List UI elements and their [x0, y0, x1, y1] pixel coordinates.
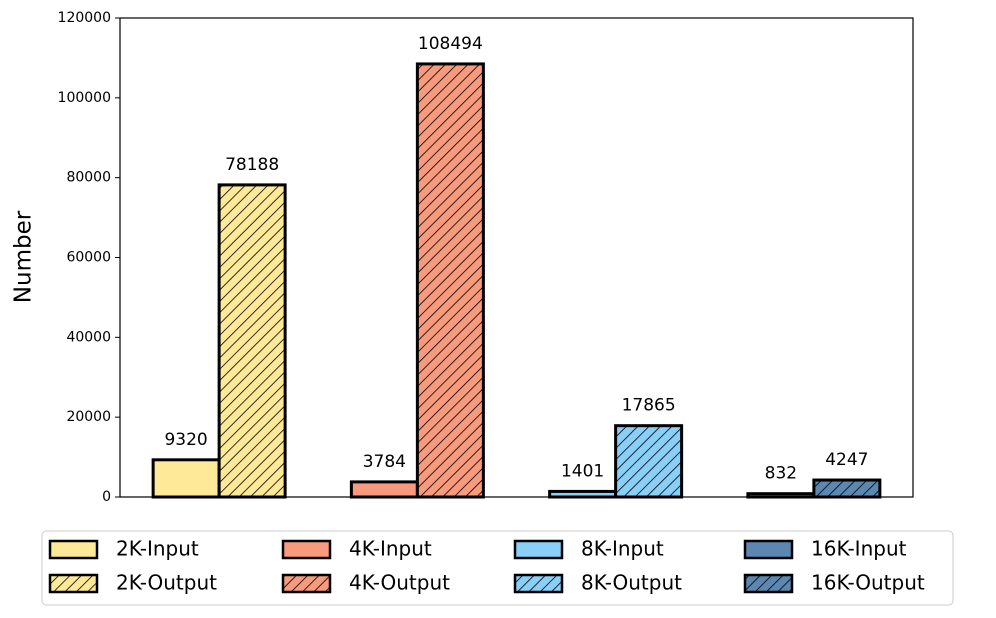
- legend-swatch: [48, 573, 99, 594]
- legend-swatch: [281, 539, 332, 560]
- legend-box: [41, 530, 954, 606]
- y-tick-label: 40000: [66, 329, 111, 345]
- legend-swatch: [48, 539, 99, 560]
- legend-label: 16K-Input: [811, 537, 907, 561]
- legend-label: 8K-Output: [581, 571, 682, 595]
- value-label: 17865: [622, 396, 676, 416]
- legend-label: 2K-Output: [116, 571, 217, 595]
- value-label: 108494: [418, 34, 483, 54]
- legend-label: 2K-Input: [116, 537, 199, 561]
- legend-swatch: [743, 573, 794, 594]
- legend-swatch: [513, 539, 564, 560]
- value-label: 9320: [164, 430, 207, 450]
- legend-swatch: [743, 539, 794, 560]
- bar: [746, 492, 816, 499]
- legend-label: 4K-Input: [349, 537, 432, 561]
- legend-swatch: [513, 573, 564, 594]
- value-label: 78188: [225, 155, 279, 175]
- y-tick-label: 120000: [58, 10, 111, 26]
- y-axis-label: Number: [11, 210, 37, 303]
- value-label: 832: [765, 464, 797, 484]
- legend-swatch: [281, 573, 332, 594]
- legend-label: 8K-Input: [581, 537, 664, 561]
- bar: [614, 424, 684, 499]
- bar: [349, 480, 419, 499]
- bar: [415, 62, 485, 499]
- bar: [217, 183, 287, 499]
- legend-label: 16K-Output: [811, 571, 925, 595]
- y-tick-label: 60000: [66, 250, 111, 266]
- y-tick-label: 80000: [66, 170, 111, 186]
- y-tick-label: 20000: [66, 409, 111, 425]
- legend-label: 4K-Output: [349, 571, 450, 595]
- bar: [548, 489, 618, 499]
- value-label: 3784: [363, 452, 406, 472]
- value-label: 1401: [561, 461, 604, 481]
- y-tick-label: 100000: [58, 90, 111, 106]
- bar: [151, 458, 221, 499]
- value-label: 4247: [825, 450, 868, 470]
- y-tick-label: 0: [102, 489, 111, 505]
- bar: [812, 478, 882, 499]
